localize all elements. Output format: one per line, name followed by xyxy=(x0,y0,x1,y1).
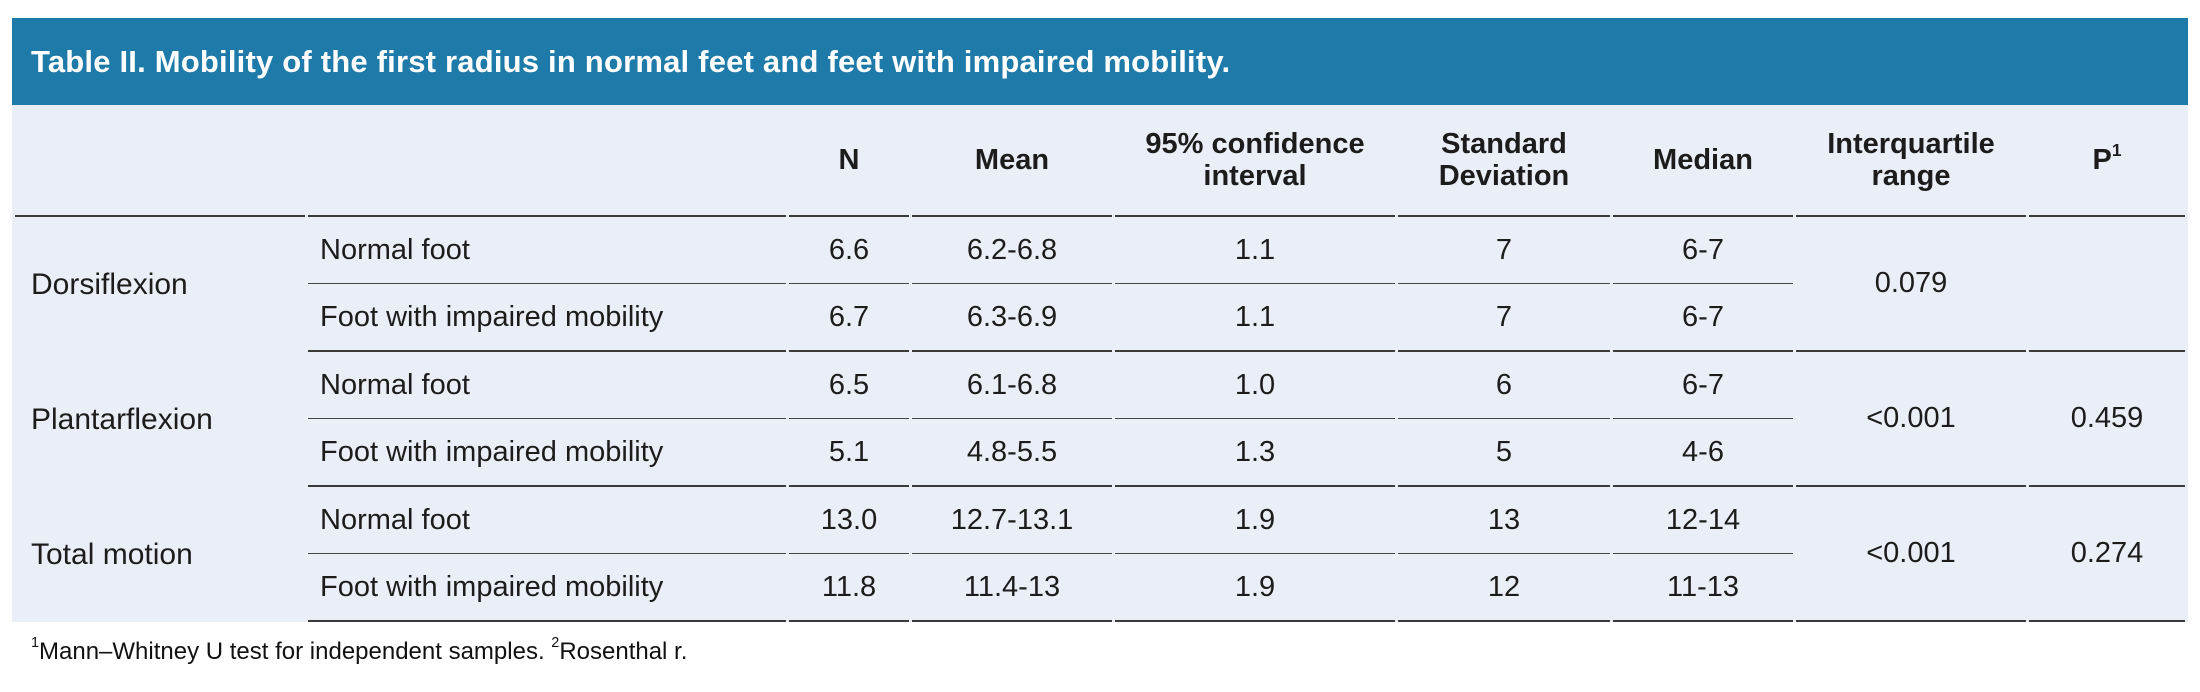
table-cell-interquartile: 0.079 xyxy=(1796,217,2026,352)
column-header-interquartile-range: Interquartile range xyxy=(1796,105,2026,217)
table-row: Plantarflexion Normal foot 6.5 6.1-6.8 1… xyxy=(15,352,2185,487)
table-cell: 1.9 xyxy=(1115,554,1395,622)
row-group-label: Total motion xyxy=(31,537,193,571)
table-cell: 1.0 xyxy=(1115,352,1395,419)
p-header-label: P xyxy=(2092,143,2112,176)
table-cell: 6.6 xyxy=(789,217,909,284)
table-cell: 6.3-6.9 xyxy=(912,284,1112,352)
footnote-text-2: Rosenthal r. xyxy=(559,638,688,665)
header-row: N Mean 95% confidence interval Standard … xyxy=(15,105,2185,217)
table-cell: 11.8 xyxy=(789,554,909,622)
table-cell: Foot with impaired mobility xyxy=(308,419,786,487)
table-cell-interquartile: <0.001 xyxy=(1796,487,2026,622)
table-row: Foot with impaired mobility 6.7 6.3-6.9 … xyxy=(15,284,2185,352)
data-table: N Mean 95% confidence interval Standard … xyxy=(12,105,2188,622)
column-header-foot-type xyxy=(308,105,786,217)
table-cell: 13.0 xyxy=(789,487,909,554)
table-cell: 1.9 xyxy=(1115,487,1395,554)
table-row: Foot with impaired mobility 5.1 4.8-5.5 … xyxy=(15,419,2185,487)
column-header-p: P1 xyxy=(2029,105,2185,217)
column-header-group xyxy=(15,105,305,217)
table-cell-p xyxy=(2029,217,2185,352)
column-header-standard-deviation: Standard Deviation xyxy=(1398,105,1610,217)
row-group-label: Plantarflexion xyxy=(31,402,213,436)
table-title: Table II. Mobility of the first radius i… xyxy=(31,43,1231,79)
table-cell: Foot with impaired mobility xyxy=(308,554,786,622)
table-cell: 5.1 xyxy=(789,419,909,487)
table-cell: 1.3 xyxy=(1115,419,1395,487)
table-cell: 6.2-6.8 xyxy=(912,217,1112,284)
table-cell: 6.1-6.8 xyxy=(912,352,1112,419)
table-cell: 13 xyxy=(1398,487,1610,554)
table-cell: 6-7 xyxy=(1613,284,1793,352)
column-header-n: N xyxy=(789,105,909,217)
table-cell-interquartile: <0.001 xyxy=(1796,352,2026,487)
table-cell: 1.1 xyxy=(1115,217,1395,284)
table-cell: Normal foot xyxy=(308,487,786,554)
row-group-label: Dorsiflexion xyxy=(31,267,188,301)
table-cell-p: 0.459 xyxy=(2029,352,2185,487)
table-cell: 12-14 xyxy=(1613,487,1793,554)
table-cell: Normal foot xyxy=(308,217,786,284)
table-cell: 12.7-13.1 xyxy=(912,487,1112,554)
table-cell: 6-7 xyxy=(1613,217,1793,284)
footnote-text-1: Mann–Whitney U test for independent samp… xyxy=(39,638,552,665)
footnote: 1Mann–Whitney U test for independent sam… xyxy=(12,622,2188,666)
table-figure: Table II. Mobility of the first radius i… xyxy=(12,18,2188,666)
footnote-superscript-1: 1 xyxy=(31,635,40,651)
table-cell: Normal foot xyxy=(308,352,786,419)
footnote-superscript-2: 2 xyxy=(551,635,560,651)
table-cell: 4.8-5.5 xyxy=(912,419,1112,487)
table-cell: 12 xyxy=(1398,554,1610,622)
table-cell: 6 xyxy=(1398,352,1610,419)
table-title-bar: Table II. Mobility of the first radius i… xyxy=(12,18,2188,105)
table-cell-p: 0.274 xyxy=(2029,487,2185,622)
table-cell: Foot with impaired mobility xyxy=(308,284,786,352)
table-cell: 11.4-13 xyxy=(912,554,1112,622)
table-cell: 6-7 xyxy=(1613,352,1793,419)
table-row: Dorsiflexion Normal foot 6.6 6.2-6.8 1.1… xyxy=(15,217,2185,352)
table-cell: 4-6 xyxy=(1613,419,1793,487)
table-cell: 7 xyxy=(1398,217,1610,284)
table-row: Total motion Normal foot 13.0 12.7-13.1 … xyxy=(15,487,2185,622)
table-cell: 6.7 xyxy=(789,284,909,352)
column-header-mean: Mean xyxy=(912,105,1112,217)
table-cell: 6.5 xyxy=(789,352,909,419)
table-cell: 1.1 xyxy=(1115,284,1395,352)
column-header-median: Median xyxy=(1613,105,1793,217)
table-cell: 5 xyxy=(1398,419,1610,487)
table-row: Foot with impaired mobility 11.8 11.4-13… xyxy=(15,554,2185,622)
column-header-confidence-interval: 95% confidence interval xyxy=(1115,105,1395,217)
table-cell: 11-13 xyxy=(1613,554,1793,622)
p-header-superscript: 1 xyxy=(2111,140,2122,161)
table-cell: 7 xyxy=(1398,284,1610,352)
